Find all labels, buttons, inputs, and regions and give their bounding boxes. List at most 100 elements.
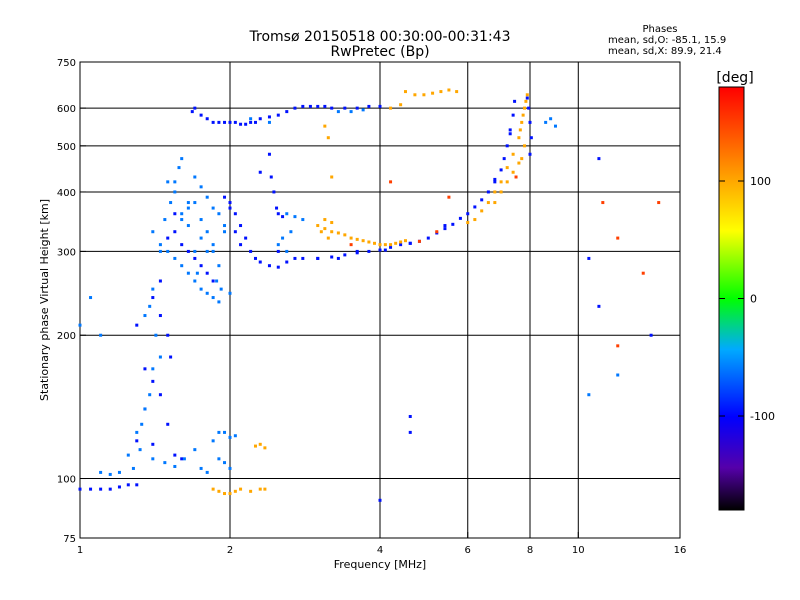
data-point xyxy=(378,498,382,502)
data-point xyxy=(523,144,527,148)
data-point xyxy=(524,99,528,103)
x-tick-label: 8 xyxy=(527,545,533,556)
data-point xyxy=(263,446,267,450)
x-tick-label: 4 xyxy=(377,545,383,556)
data-point xyxy=(587,256,591,260)
data-point xyxy=(417,239,421,243)
data-point xyxy=(367,249,371,253)
data-point xyxy=(285,260,289,264)
data-point xyxy=(403,90,407,94)
data-point xyxy=(211,439,215,443)
data-point xyxy=(217,300,221,304)
data-point xyxy=(361,239,365,243)
data-point xyxy=(520,157,524,161)
data-point xyxy=(323,104,327,108)
data-point xyxy=(193,256,197,260)
data-point xyxy=(514,175,518,179)
colorbar: [deg] 100 0 -100 xyxy=(716,70,775,511)
data-point xyxy=(413,93,417,97)
data-point xyxy=(228,291,232,295)
data-point xyxy=(135,323,139,327)
data-point xyxy=(378,104,382,108)
data-point xyxy=(301,218,305,222)
data-point xyxy=(330,230,334,234)
data-point xyxy=(211,296,215,300)
data-point xyxy=(285,212,289,216)
data-point xyxy=(480,209,484,213)
data-point xyxy=(166,333,170,337)
data-point xyxy=(349,243,353,247)
data-point xyxy=(330,175,334,179)
data-point xyxy=(326,236,330,240)
data-point xyxy=(263,487,267,491)
data-point xyxy=(163,218,167,222)
data-point xyxy=(217,212,221,216)
x-tick-label: 1 xyxy=(77,545,83,556)
data-point xyxy=(518,128,522,132)
data-point xyxy=(223,492,227,496)
data-point xyxy=(193,201,197,205)
data-point xyxy=(466,212,470,216)
data-point xyxy=(528,152,532,156)
data-point xyxy=(399,243,403,247)
data-point xyxy=(330,255,334,259)
data-point xyxy=(173,464,177,468)
data-point xyxy=(275,206,279,210)
data-point xyxy=(493,180,497,184)
data-point xyxy=(233,489,237,493)
data-point xyxy=(148,393,152,397)
data-point xyxy=(215,279,219,283)
data-point xyxy=(151,442,155,446)
data-point xyxy=(131,466,135,470)
data-point xyxy=(431,91,435,95)
data-point xyxy=(493,190,497,194)
data-point xyxy=(316,256,320,260)
data-point xyxy=(343,233,347,237)
data-point xyxy=(389,180,393,184)
data-point xyxy=(180,243,184,247)
y-tick-label: 500 xyxy=(57,142,76,153)
colorbar-ticks: 100 0 -100 xyxy=(719,175,775,423)
data-point xyxy=(443,224,447,228)
data-point xyxy=(499,180,503,184)
data-point xyxy=(528,120,532,124)
data-point xyxy=(520,120,524,124)
chart-title: Tromsø 20150518 00:30:00-00:31:43 xyxy=(249,29,511,45)
data-point xyxy=(158,249,162,253)
data-point xyxy=(493,201,497,205)
data-point xyxy=(408,430,412,434)
data-point xyxy=(616,344,620,348)
data-point xyxy=(177,166,181,170)
data-point xyxy=(228,492,232,496)
data-point xyxy=(349,236,353,240)
data-point xyxy=(253,120,257,124)
data-point xyxy=(269,175,273,179)
data-point xyxy=(326,136,330,140)
data-point xyxy=(330,221,334,225)
data-point xyxy=(597,304,601,308)
data-point xyxy=(281,215,285,219)
data-point xyxy=(228,466,232,470)
data-point xyxy=(523,106,527,110)
data-point xyxy=(323,218,327,222)
data-point xyxy=(389,243,393,247)
data-point xyxy=(182,457,186,461)
data-point xyxy=(228,120,232,124)
data-point xyxy=(601,201,605,205)
data-point xyxy=(166,180,170,184)
data-point xyxy=(78,487,82,491)
data-point xyxy=(293,256,297,260)
y-tick-label: 400 xyxy=(57,188,76,199)
y-tick-label: 100 xyxy=(57,475,76,486)
data-point xyxy=(330,106,334,110)
data-point xyxy=(355,106,359,110)
data-point xyxy=(217,264,221,268)
data-point xyxy=(505,180,509,184)
data-point xyxy=(151,296,155,300)
data-point xyxy=(267,115,271,119)
data-point xyxy=(186,206,190,210)
data-point xyxy=(249,117,253,121)
data-point xyxy=(169,201,173,205)
data-point xyxy=(151,367,155,371)
data-point xyxy=(657,201,661,205)
